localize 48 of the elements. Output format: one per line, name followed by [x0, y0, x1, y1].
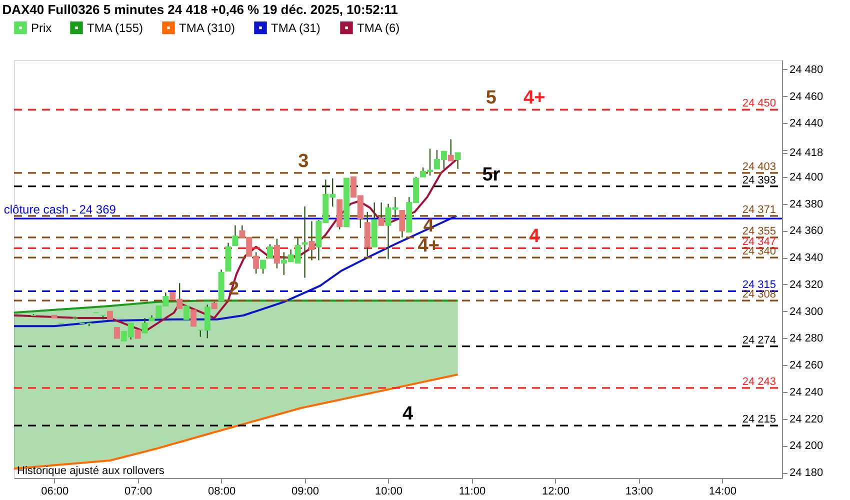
ref-line-label: 24 450	[742, 98, 776, 110]
y-tick-label: 24 340	[790, 252, 824, 264]
y-tick-label: 24 440	[790, 118, 824, 130]
x-tick-label: 11:00	[458, 486, 486, 498]
x-tick-label: 08:00	[208, 486, 236, 498]
y-tick-label: 24 480	[790, 64, 824, 76]
y-tick-label: 24 260	[790, 360, 824, 372]
y-tick-label: 24 380	[790, 198, 824, 210]
legend-label: TMA (155)	[87, 20, 144, 35]
y-tick-label: 24 200	[790, 440, 824, 452]
x-tick-label: 12:00	[542, 486, 570, 498]
ref-line-label: 24 403	[742, 160, 776, 173]
x-tick-label: 06:00	[41, 486, 69, 498]
annotation: 4+	[524, 88, 546, 109]
y-tick-label: 24 280	[790, 332, 824, 345]
ref-line-label: 24 355	[742, 225, 776, 238]
annotation: 5r	[482, 164, 501, 186]
x-tick-label: 07:00	[124, 486, 152, 498]
x-tick-label: 10:00	[374, 486, 403, 498]
legend-label: TMA (31)	[271, 20, 320, 35]
y-tick-label: 24 400	[790, 171, 824, 184]
annotation: 4	[402, 404, 414, 425]
ref-line-label: 24 215	[742, 414, 776, 426]
chart-title: DAX40 Full0326 5 minutes 24 418 +0,46 % 19 déc. 2025, 10:52:11	[2, 2, 398, 17]
y-tick-label: 24 460	[790, 90, 824, 103]
annotation: 5	[486, 88, 497, 109]
legend-label: Prix	[31, 20, 52, 35]
x-tick-label: 14:00	[708, 486, 736, 498]
y-tick-label: 24 300	[790, 306, 824, 318]
x-tick-label: 13:00	[625, 486, 653, 498]
x-tick-label: 09:00	[292, 486, 320, 498]
legend-label: TMA (6)	[357, 20, 400, 35]
ref-line-label: 24 243	[742, 376, 776, 388]
annotation: Historique ajusté aux rollovers	[17, 465, 165, 477]
y-tick-label: 24 220	[790, 413, 824, 426]
ref-line-label: 24 274	[742, 334, 776, 346]
ref-line-label: 24 371	[742, 204, 776, 216]
y-tick-label: 24 360	[790, 225, 824, 238]
ref-line-label: 24 340	[742, 246, 776, 258]
legend-label: TMA (310)	[179, 20, 236, 35]
y-tick-label: 24 418	[790, 147, 824, 160]
y-tick-label: 24 180	[790, 467, 824, 480]
annotation: 3	[298, 150, 309, 172]
y-tick-label: 24 240	[790, 386, 824, 398]
ref-line-label: 24 393	[742, 174, 776, 186]
y-tick-label: 24 320	[790, 278, 824, 291]
ref-line-label: 24 308	[742, 288, 776, 301]
annotation: clôture cash - 24 369	[4, 202, 116, 217]
